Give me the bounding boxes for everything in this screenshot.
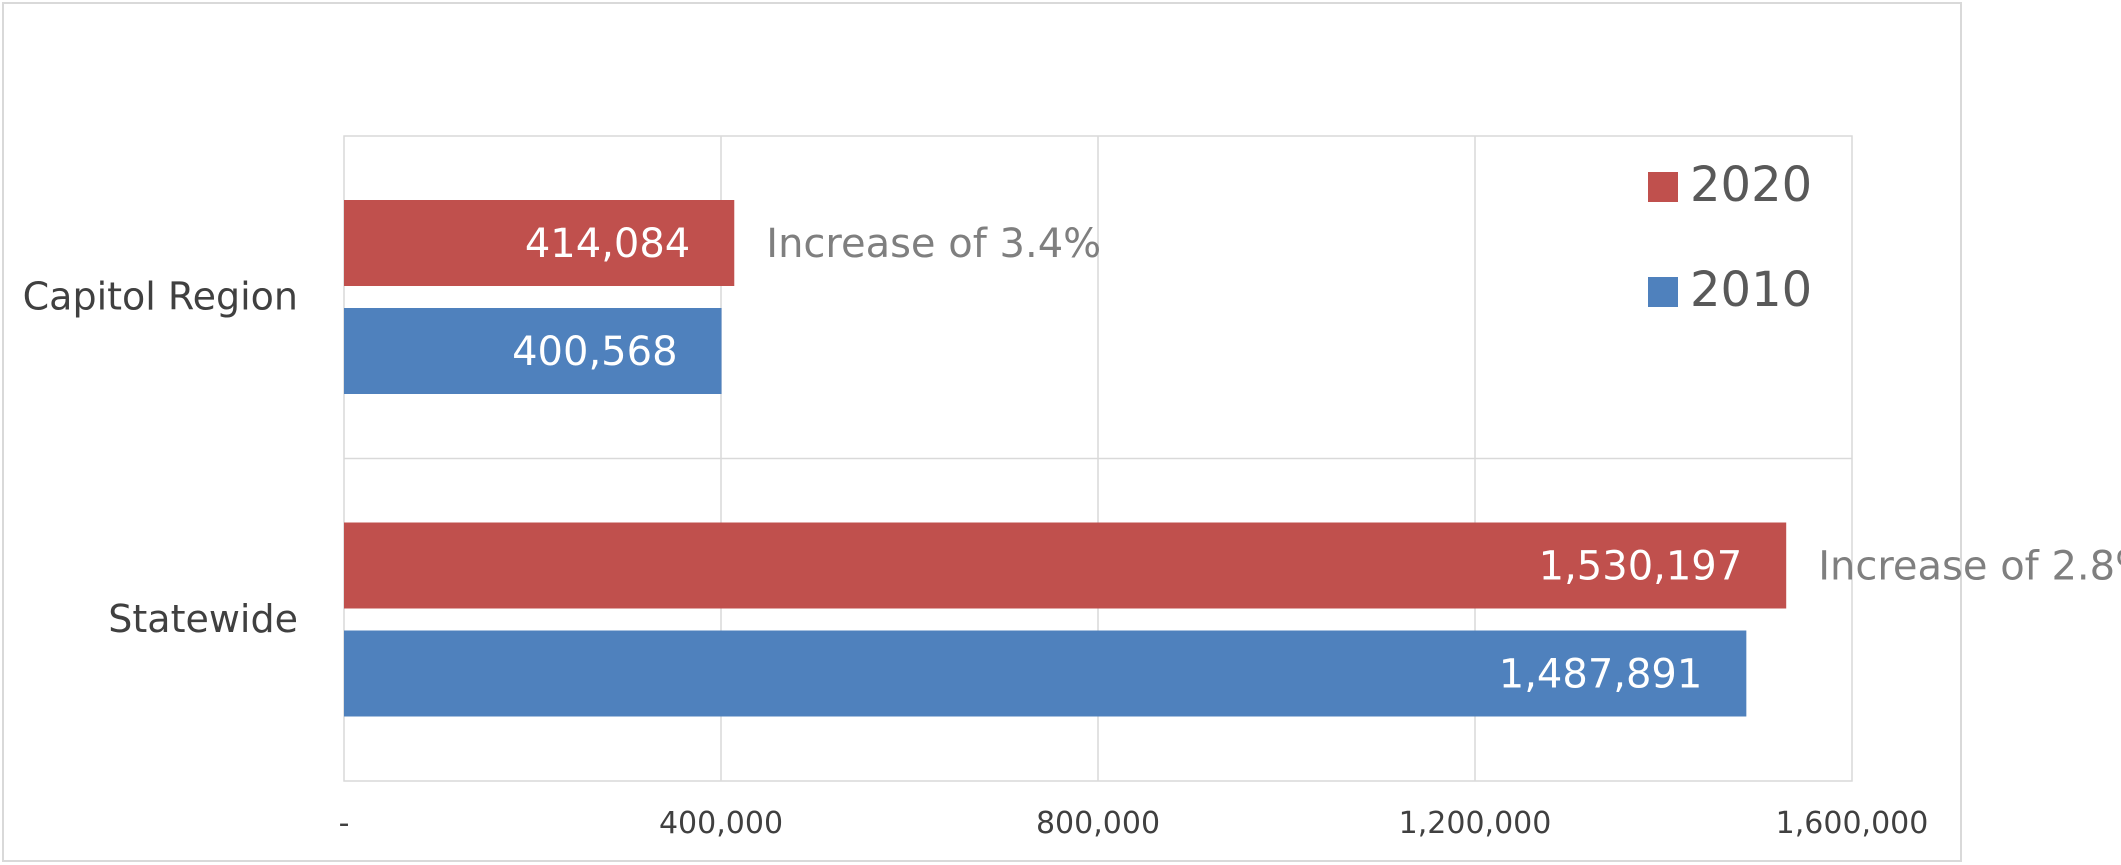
x-tick-label: 400,000 [659, 806, 783, 841]
chart-frame [2, 2, 1962, 862]
x-tick-label: 1,200,000 [1399, 806, 1552, 841]
data-label: 400,568 [512, 329, 677, 375]
bar-2010-statewide [344, 630, 1747, 717]
legend: 2020 2010 [1648, 157, 1812, 318]
data-label: 1,530,197 [1539, 544, 1743, 590]
bars-layer [344, 200, 1787, 717]
x-tick-label: 1,600,000 [1776, 806, 1929, 841]
bar-2020-statewide [344, 522, 1787, 609]
legend-swatch [1648, 277, 1678, 307]
bar-2010-capitol-region [344, 308, 722, 394]
labels-layer: - 400,000 800,000 1,200,000 1,600,000 Capitol… [23, 221, 2121, 841]
legend-swatch [1648, 172, 1678, 202]
increase-annotation: Increase of 3.4% [766, 221, 1101, 267]
bar-2020-capitol-region [344, 200, 735, 286]
data-label: 1,487,891 [1499, 652, 1703, 698]
legend-label: 2020 [1690, 157, 1812, 213]
category-label: Statewide [108, 597, 298, 641]
x-tick-label: 800,000 [1036, 806, 1160, 841]
legend-label: 2010 [1690, 262, 1812, 318]
increase-annotation: Increase of 2.8% [1818, 544, 2121, 590]
category-label: Capitol Region [23, 274, 298, 318]
x-tick-label: - [339, 806, 350, 841]
data-label: 414,084 [525, 221, 690, 267]
